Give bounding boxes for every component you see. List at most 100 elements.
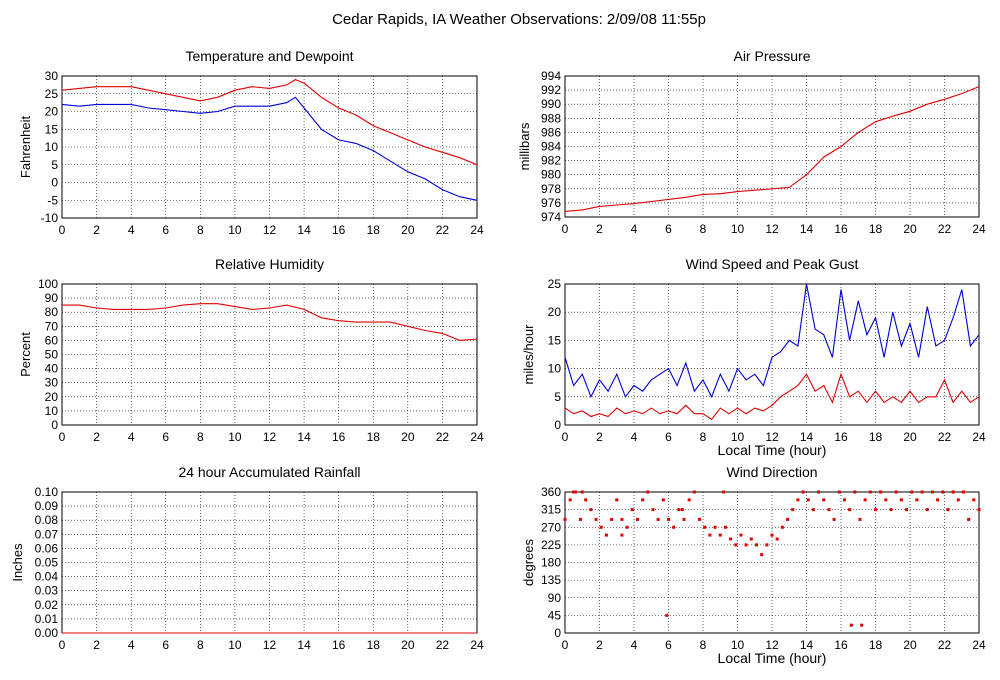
x-tick-label: 18 (869, 638, 883, 652)
data-point (770, 533, 774, 537)
data-point (951, 490, 955, 494)
data-point (765, 543, 769, 547)
y-tick-label: 30 (45, 69, 59, 83)
x-tick-label: 24 (972, 638, 986, 652)
y-tick-label: 60 (45, 333, 59, 347)
y-axis-label: millibars (517, 122, 532, 170)
charts-container: 0 2 4 6 8 10 12 14 16 18 20 22 24-10-5051015202530Te… (10, 48, 986, 666)
data-point (646, 490, 650, 494)
data-point (568, 498, 572, 502)
y-tick-label: 5 (554, 390, 561, 404)
x-tick-label: 22 (436, 430, 450, 444)
x-tick-label: 8 (700, 638, 707, 652)
y-tick-label: 25 (45, 87, 59, 101)
y-tick-label: 0.06 (35, 541, 59, 555)
chart-title: Relative Humidity (215, 256, 324, 272)
x-tick-label: 20 (903, 222, 917, 236)
x-tick-label: 4 (128, 223, 135, 237)
x-tick-label: 8 (197, 638, 204, 652)
data-point (749, 537, 753, 541)
y-tick-label: 20 (45, 105, 59, 119)
y-tick-label: 990 (541, 97, 561, 111)
y-axis-label: Inches (10, 543, 25, 582)
x-tick-label: 4 (631, 638, 638, 652)
data-point (703, 525, 707, 529)
x-tick-label: 22 (938, 222, 952, 236)
y-tick-label: 0.09 (35, 499, 59, 513)
data-point (884, 498, 888, 502)
x-tick-label: 2 (93, 430, 100, 444)
y-tick-label: 0.01 (35, 612, 59, 626)
y-tick-label: 40 (45, 362, 59, 376)
y-tick-label: 30 (45, 376, 59, 390)
x-tick-label: 14 (297, 638, 311, 652)
y-tick-label: 20 (548, 305, 562, 319)
data-point (817, 490, 821, 494)
data-point (579, 517, 583, 521)
data-point (874, 508, 877, 512)
chart-title: Air Pressure (733, 48, 810, 64)
x-tick-label: 10 (731, 638, 745, 652)
data-point (786, 517, 790, 521)
x-tick-label: 2 (93, 223, 100, 237)
x-tick-label: 16 (834, 638, 848, 652)
data-point (620, 533, 624, 537)
x-axis-label: Local Time (hour) (718, 650, 827, 666)
data-point (630, 508, 634, 512)
y-tick-label: 984 (541, 140, 561, 154)
x-tick-label: 6 (162, 223, 169, 237)
x-tick-label: 0 (562, 430, 569, 444)
data-point (589, 508, 593, 512)
x-tick-label: 20 (401, 638, 415, 652)
data-point (641, 498, 645, 502)
y-axis-label: degrees (521, 539, 536, 586)
x-tick-label: 10 (228, 430, 242, 444)
data-point (729, 537, 733, 541)
x-tick-label: 4 (128, 638, 135, 652)
data-point (620, 517, 624, 521)
y-tick-label: -5 (47, 193, 58, 207)
y-tick-label: 0.10 (35, 485, 59, 499)
x-tick-label: 2 (596, 638, 603, 652)
y-tick-label: 982 (541, 154, 561, 168)
series-line-red (61, 78, 478, 166)
y-tick-label: 45 (548, 608, 562, 622)
chart-temp: 0 2 4 6 8 10 12 14 16 18 20 22 24-10-5051015202530Te… (18, 48, 484, 237)
y-tick-label: 80 (45, 305, 59, 319)
y-tick-label: 0.07 (35, 527, 59, 541)
data-point (625, 525, 629, 529)
data-point (744, 543, 748, 547)
x-tick-label: 8 (197, 223, 204, 237)
data-point (672, 525, 676, 529)
data-point (905, 508, 909, 512)
chart-title: Wind Speed and Peak Gust (686, 256, 859, 272)
data-point (615, 498, 619, 502)
data-point (806, 498, 810, 502)
y-tick-label: 974 (541, 210, 561, 224)
x-tick-label: 2 (596, 430, 603, 444)
y-tick-label: -10 (41, 211, 59, 225)
y-tick-label: 20 (45, 390, 59, 404)
data-point (801, 490, 805, 494)
x-tick-label: 12 (263, 223, 277, 237)
data-point (879, 490, 883, 494)
data-point (863, 498, 867, 502)
data-point (811, 508, 815, 512)
x-tick-label: 12 (765, 638, 779, 652)
y-tick-label: 360 (541, 485, 561, 499)
x-tick-label: 0 (562, 638, 569, 652)
y-tick-label: 15 (548, 333, 562, 347)
data-point (780, 525, 784, 529)
x-tick-label: 10 (731, 430, 745, 444)
data-point (972, 498, 976, 502)
chart-rain: 0 2 4 6 8 10 12 14 16 18 20 22 240.000.010.020.030.0… (10, 464, 484, 652)
data-point (827, 508, 831, 512)
y-tick-label: 980 (541, 168, 561, 182)
y-tick-label: 992 (541, 83, 561, 97)
x-tick-label: 12 (263, 430, 277, 444)
y-tick-label: 0 (554, 418, 561, 432)
data-point (692, 490, 696, 494)
data-point (604, 533, 608, 537)
y-tick-label: 0.02 (35, 598, 59, 612)
